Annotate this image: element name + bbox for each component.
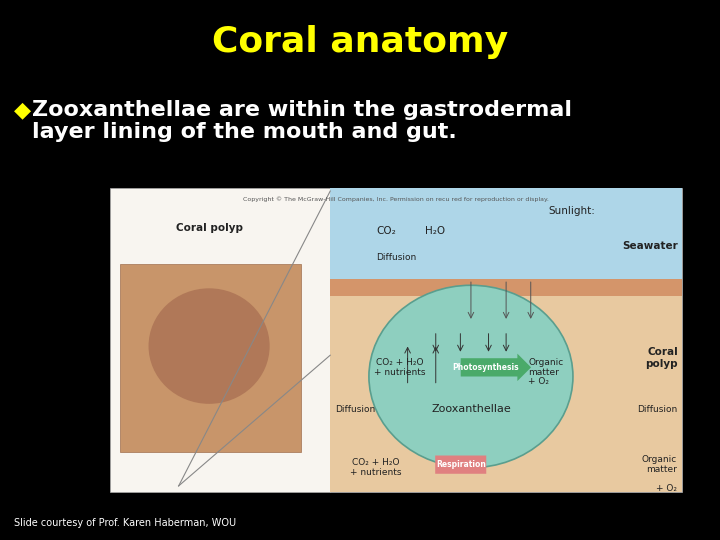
Text: Zooxanthellae: Zooxanthellae (431, 404, 510, 414)
Bar (330, 279, 682, 296)
Ellipse shape (148, 288, 270, 404)
FancyBboxPatch shape (461, 354, 531, 381)
Text: CO₂: CO₂ (376, 226, 396, 235)
Text: Diffusion: Diffusion (376, 253, 416, 262)
Bar (110, 188, 330, 492)
Bar (330, 188, 682, 492)
Text: Organic
matter: Organic matter (642, 455, 677, 474)
Text: Slide courtesy of Prof. Karen Haberman, WOU: Slide courtesy of Prof. Karen Haberman, … (14, 518, 236, 528)
Text: layer lining of the mouth and gut.: layer lining of the mouth and gut. (32, 122, 456, 142)
Text: CO₂ + H₂O
+ nutrients: CO₂ + H₂O + nutrients (350, 458, 402, 477)
Text: Organic
matter: Organic matter (528, 357, 563, 377)
Text: Photosynthesis: Photosynthesis (452, 363, 518, 372)
Text: Respiration: Respiration (436, 460, 486, 469)
Text: CO₂ + H₂O
+ nutrients: CO₂ + H₂O + nutrients (374, 357, 426, 377)
Text: Coral polyp: Coral polyp (176, 222, 243, 233)
FancyBboxPatch shape (435, 456, 486, 474)
Text: Coral anatomy: Coral anatomy (212, 25, 508, 59)
Text: H₂O: H₂O (426, 226, 446, 235)
Bar (330, 188, 682, 279)
Ellipse shape (369, 285, 573, 468)
Text: + O₂: + O₂ (528, 377, 549, 387)
Text: Diffusion: Diffusion (636, 406, 677, 414)
Text: Copyright © The McGraw-Hill Companies, Inc. Permission on recu red for reproduct: Copyright © The McGraw-Hill Companies, I… (243, 196, 549, 201)
Text: Zooxanthellae are within the gastrodermal: Zooxanthellae are within the gastroderma… (32, 100, 572, 120)
Text: Diffusion: Diffusion (336, 406, 375, 414)
Bar (330, 296, 682, 492)
Text: + O₂: + O₂ (656, 484, 677, 494)
Text: Seawater: Seawater (622, 241, 678, 251)
Bar (120, 264, 300, 453)
Text: Sunlight:: Sunlight: (549, 206, 595, 216)
Text: Coral
polyp: Coral polyp (645, 347, 678, 369)
Text: ◆: ◆ (14, 100, 31, 120)
